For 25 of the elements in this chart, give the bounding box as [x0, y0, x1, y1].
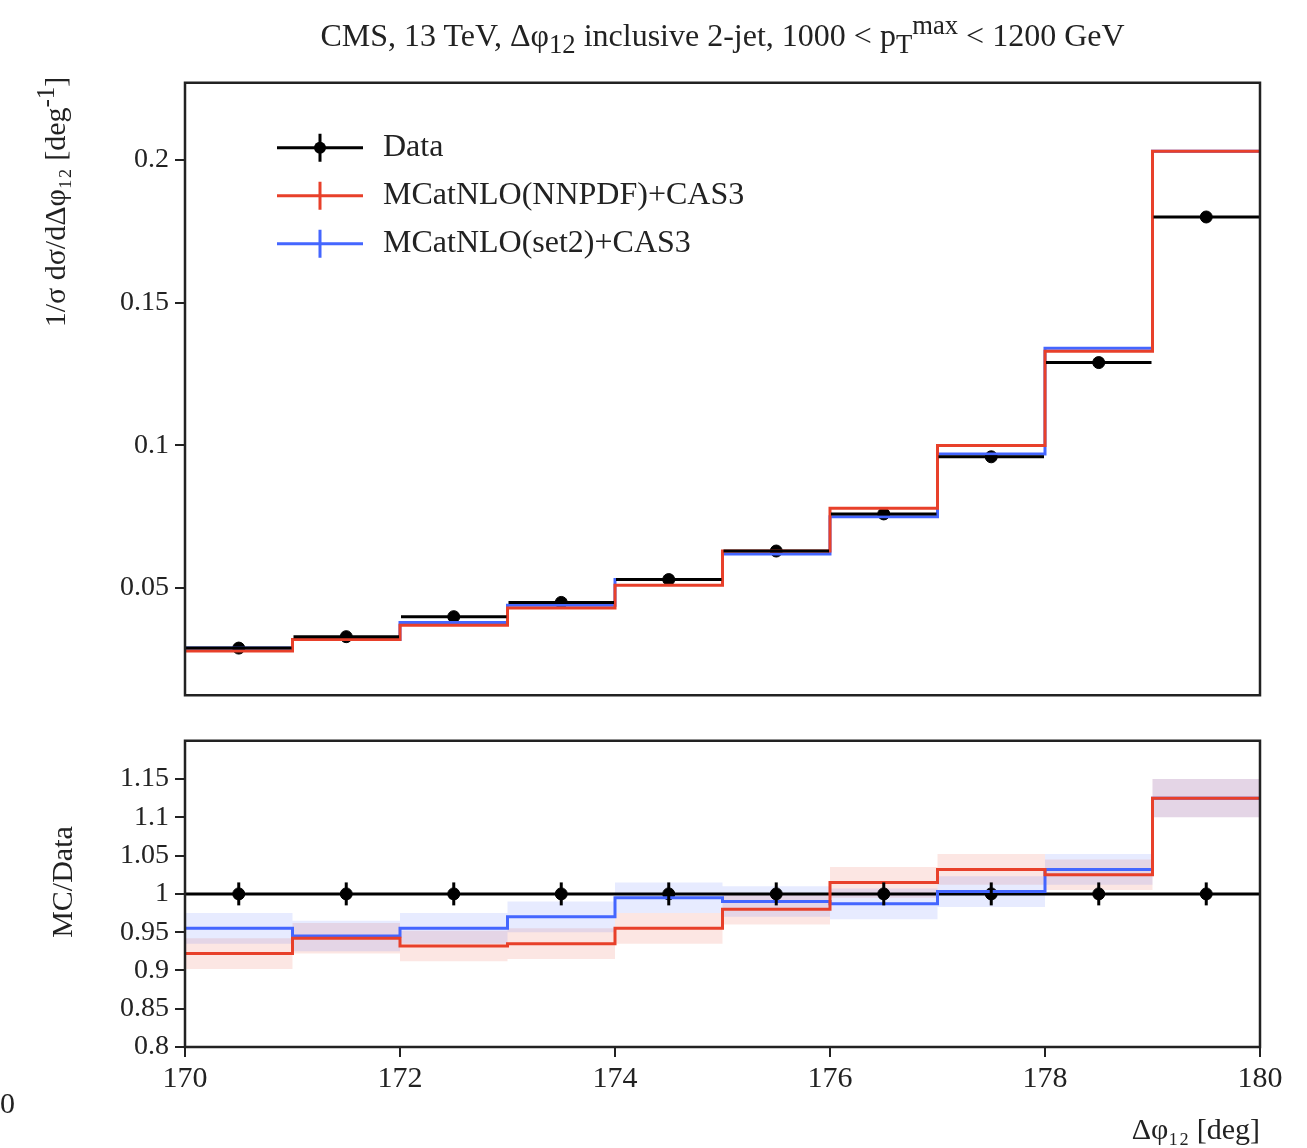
- y-tick-label: 0.85: [120, 991, 169, 1023]
- y-tick-label: 0.9: [134, 952, 169, 984]
- y-tick-label: 1.1: [134, 799, 169, 831]
- y-tick-label: 0.05: [120, 570, 169, 602]
- x-tick-label: 176: [807, 1059, 853, 1093]
- x-tick-label: 178: [1022, 1059, 1068, 1093]
- x-axis-title: Δφ₁₂ [deg]: [1131, 1112, 1260, 1146]
- y-tick-label: 1: [155, 876, 169, 908]
- text: 0: [0, 1086, 15, 1120]
- y-tick-label: 1.15: [120, 761, 169, 793]
- legend-label: MCatNLO(NNPDF)+CAS3: [383, 175, 745, 212]
- y-axis-title: MC/Data: [45, 825, 79, 940]
- legend-label: Data: [383, 127, 444, 164]
- x-tick-label: 174: [592, 1059, 638, 1093]
- x-tick-label: 180: [1237, 1059, 1283, 1093]
- y-tick-label: 0.1: [134, 427, 169, 459]
- y-tick-label: 1.05: [120, 837, 169, 869]
- y-tick-label: 0.8: [134, 1029, 169, 1061]
- x-tick-label: 172: [377, 1059, 423, 1093]
- chart-title: CMS, 13 TeV, Δφ$_{12}$ inclusive 2-jet, 1000 < p$_{T}$$^{max}$ < 1200 GeV: [319, 10, 1126, 61]
- y-tick-label: 0.2: [134, 142, 169, 174]
- y-tick-label: 0.95: [120, 914, 169, 946]
- x-tick-label: 170: [162, 1059, 208, 1093]
- legend-label: MCatNLO(set2)+CAS3: [383, 223, 691, 260]
- y-tick-label: 0.15: [120, 285, 169, 316]
